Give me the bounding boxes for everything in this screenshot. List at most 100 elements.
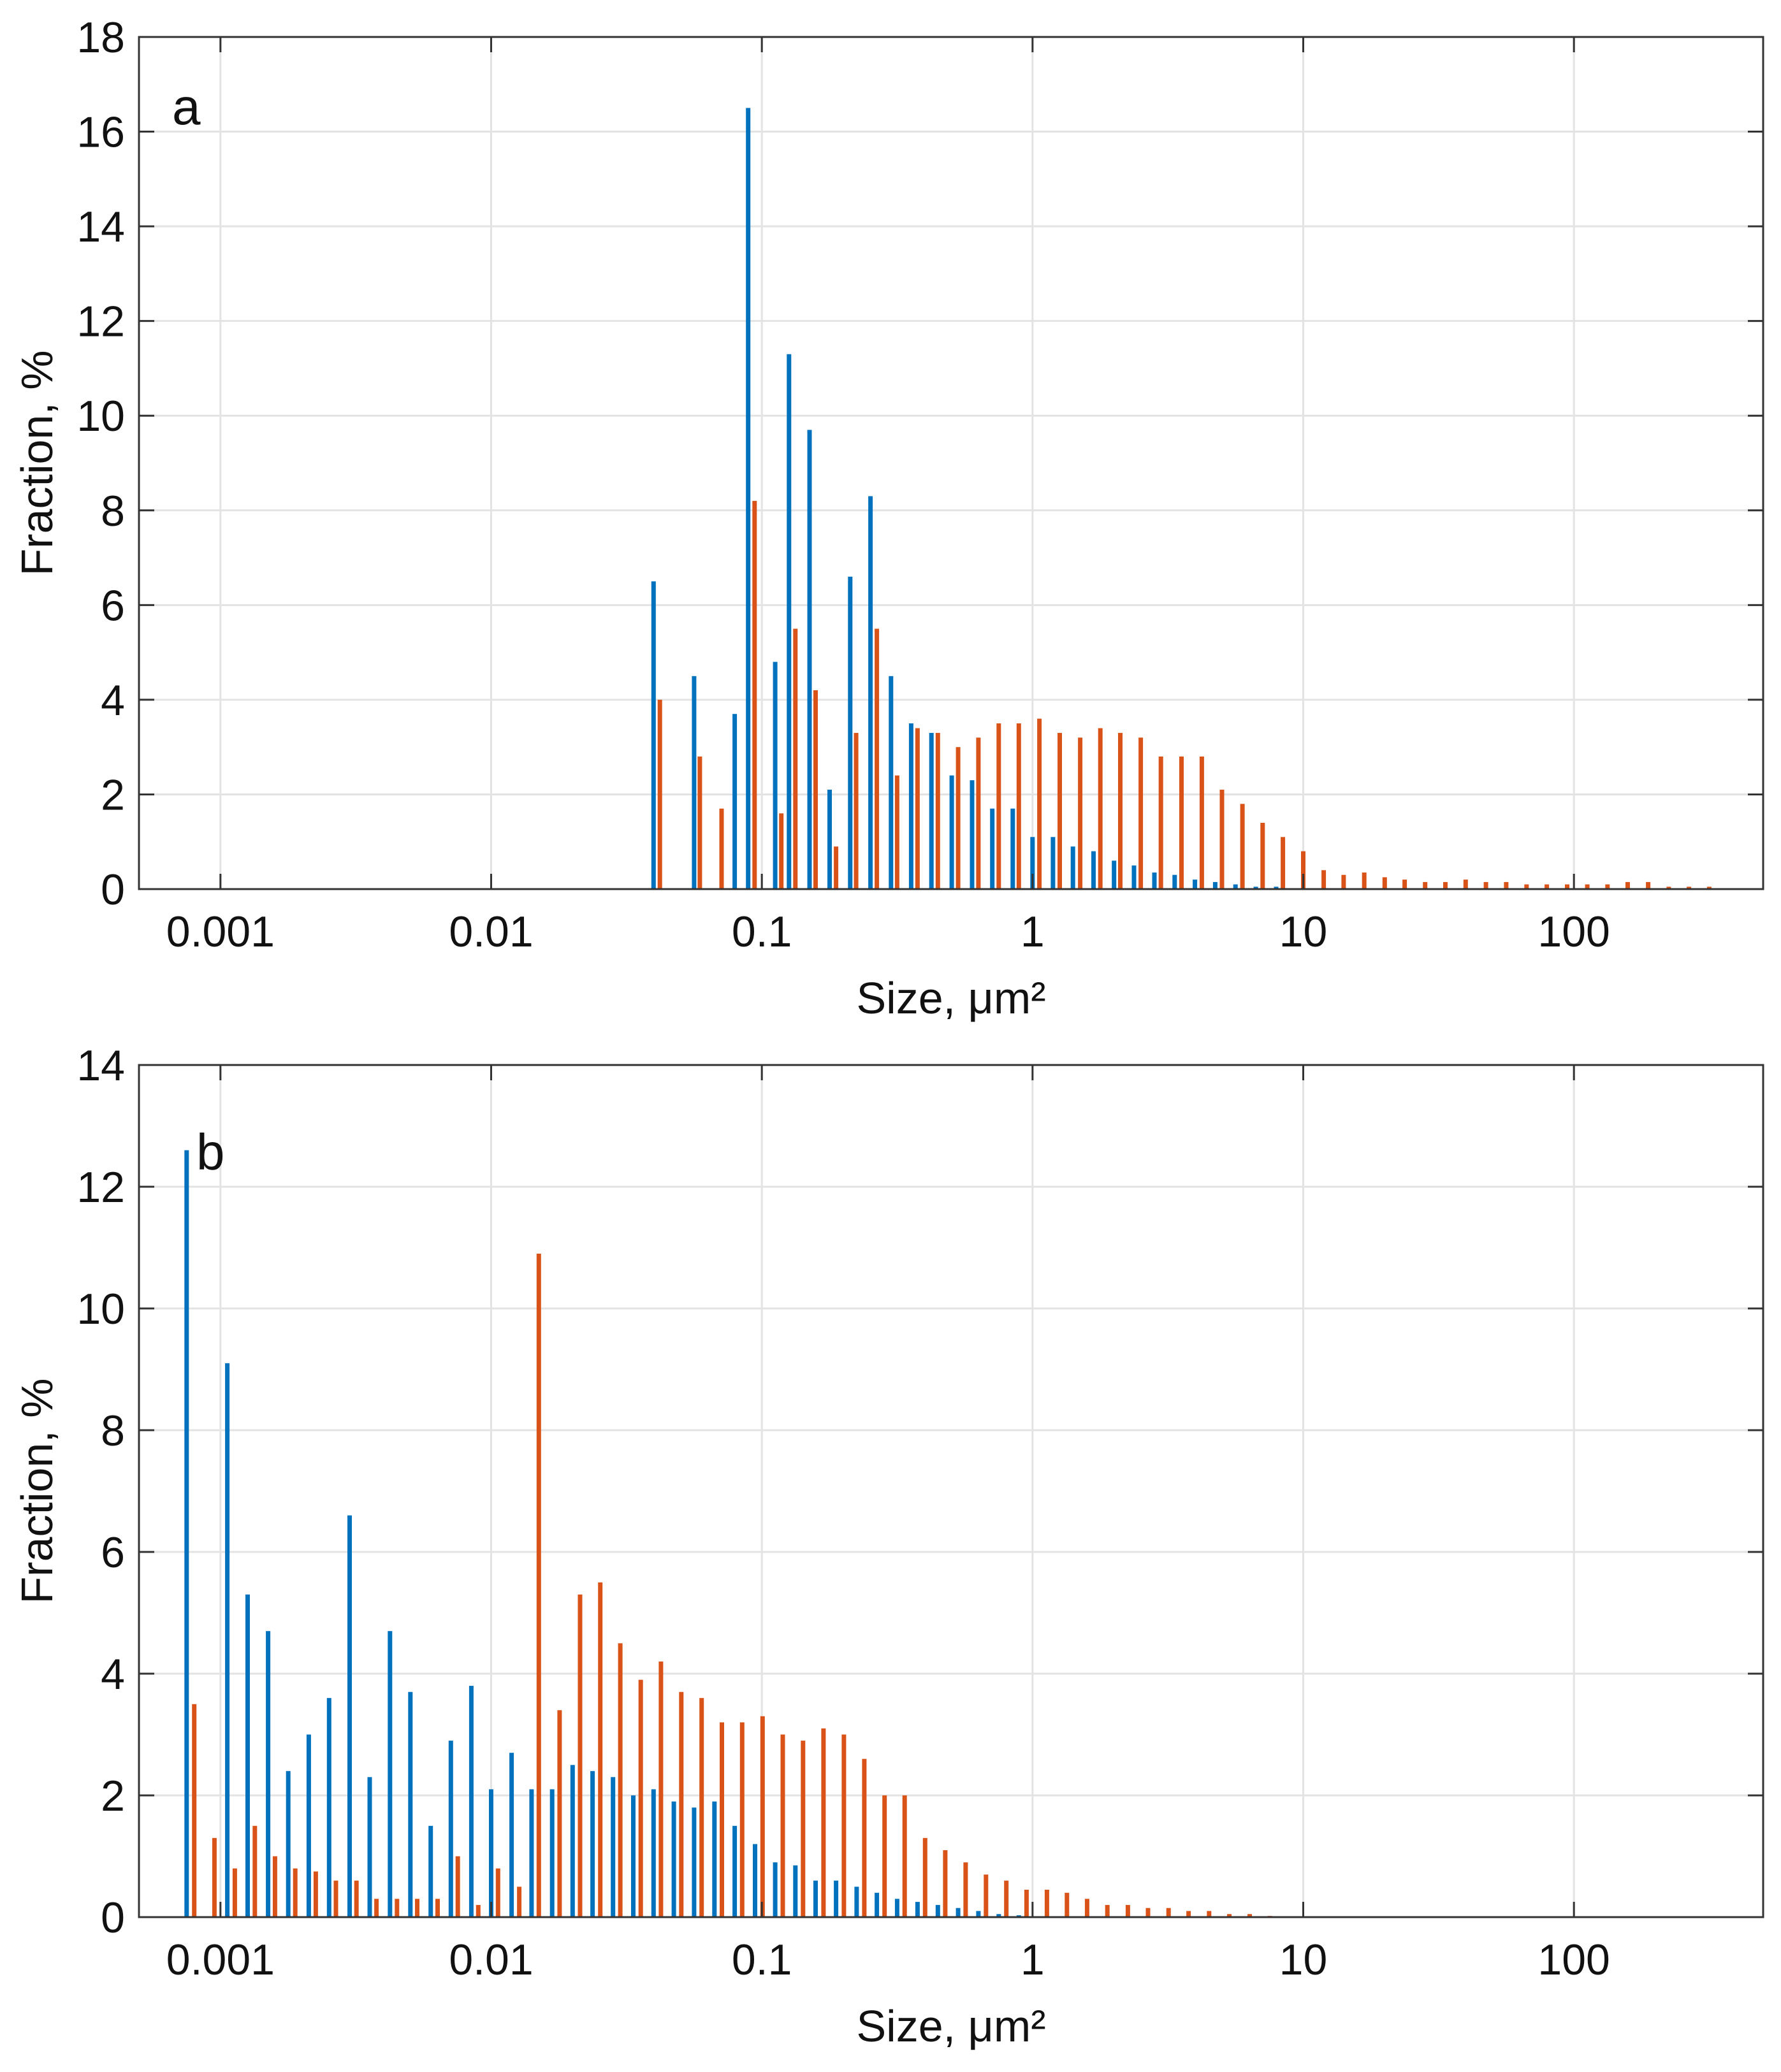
bar-series-2 [1301,851,1305,889]
bar-series-2 [902,1795,907,1917]
bar-series-1 [1233,884,1238,889]
panel-a-grid [139,36,1763,890]
x-tick-label: 10 [1279,908,1328,956]
bar-series-1 [1030,837,1035,889]
bar-series-1 [915,1902,920,1917]
bar-series-2 [1687,887,1692,889]
bar-series-2 [1706,887,1712,889]
y-tick-label: 14 [76,203,125,251]
bar-series-1 [651,581,656,889]
bar-series-2 [1545,884,1550,889]
bar-series-2 [1260,823,1265,889]
bar-series-2 [1098,728,1103,889]
bar-series-1 [225,1363,230,1917]
bar-series-1 [889,676,894,890]
x-tick-label: 100 [1537,1936,1610,1984]
bar-series-2 [1240,804,1245,889]
bar-series-2 [1199,757,1204,889]
bar-series-2 [455,1856,460,1917]
bar-series-2 [956,747,961,889]
bar-series-2 [1024,1890,1029,1917]
bar-series-2 [395,1899,400,1917]
panel-a-bars [651,108,1712,890]
bar-series-1 [408,1692,413,1917]
panel-a-ticks: 0.001 0.01 0.1 1 10 100 0 2 4 6 8 10 12 14 16 18 [76,13,1763,956]
bar-series-2 [1118,732,1123,889]
bar-series-1 [908,723,913,889]
y-tick-label: 10 [76,1285,125,1333]
panel-a-axes [138,36,1764,890]
bar-series-1 [469,1686,474,1917]
panel-b-axes [138,1064,1764,1918]
bar-series-2 [801,1741,806,1917]
bar-series-2 [1402,880,1407,889]
x-tick-label: 1 [1021,908,1045,956]
bar-series-1 [347,1515,352,1917]
panel-b-ticks: 0.001 0.01 0.1 1 10 100 0 2 4 6 8 10 12 14 [76,1041,1763,1984]
bar-series-1 [611,1777,616,1917]
bar-series-2 [1004,1880,1009,1917]
bar-series-1 [834,1880,839,1917]
bar-series-2 [1065,1892,1070,1917]
panel-a: 0.001 0.01 0.1 1 10 100 0 2 4 6 8 10 12 14 16 18 a Size… [12,13,1764,1023]
bar-series-2 [476,1904,481,1917]
bar-series-2 [1016,723,1021,889]
panel-a-letter: a [172,78,201,135]
bar-series-2 [894,775,899,889]
bar-series-1 [489,1789,493,1917]
x-tick-label: 0.1 [732,908,792,956]
bar-series-2 [1166,1908,1171,1917]
bar-series-2 [1078,737,1083,889]
bar-series-1 [1152,873,1157,889]
panel-a-y-axis-title: Fraction, % [12,351,62,576]
bar-series-2 [1463,880,1468,889]
bar-series-2 [618,1643,623,1918]
bar-series-2 [657,699,662,889]
bar-series-2 [192,1704,197,1918]
bar-series-2 [1058,732,1062,889]
bar-series-2 [875,628,880,889]
bar-series-2 [1105,1904,1110,1917]
y-tick-label: 2 [101,771,125,819]
bar-series-1 [1112,860,1117,889]
bar-series-2 [1585,884,1590,889]
bar-series-2 [882,1795,887,1917]
bar-series-2 [536,1254,541,1917]
bar-series-2 [293,1868,298,1917]
panel-b-grid [139,1064,1763,1918]
y-tick-label: 6 [101,1528,125,1577]
bar-series-1 [807,430,812,889]
bar-series-2 [1625,881,1630,889]
bar-series-1 [692,1808,697,1917]
bar-series-1 [326,1698,331,1917]
bar-series-2 [1158,757,1163,889]
bar-series-2 [793,628,798,889]
bar-series-2 [719,808,724,889]
y-tick-label: 6 [101,581,125,630]
y-tick-label: 16 [76,108,125,157]
bar-series-2 [638,1679,643,1917]
bar-series-2 [1666,887,1671,889]
bar-series-1 [875,1892,880,1917]
bar-series-2 [935,732,940,889]
bar-series-2 [1646,881,1651,889]
bar-series-1 [956,1908,961,1917]
bar-series-2 [943,1850,948,1917]
y-tick-label: 10 [76,392,125,440]
x-tick-label: 10 [1279,1936,1328,1984]
bar-series-2 [854,732,859,889]
bar-series-2 [1186,1911,1191,1917]
bar-series-1 [448,1741,453,1917]
bar-series-2 [1321,870,1327,889]
bar-series-2 [435,1899,440,1917]
bar-series-1 [996,1914,1001,1917]
bar-series-1 [970,780,975,889]
panel-a-x-axis-title: Size, μm² [856,973,1045,1023]
bar-series-2 [1605,884,1610,889]
bar-series-1 [1212,881,1218,889]
bar-series-2 [1084,1899,1089,1917]
bar-series-1 [894,1899,899,1917]
bar-series-2 [212,1837,217,1917]
bar-series-2 [1145,1908,1151,1917]
